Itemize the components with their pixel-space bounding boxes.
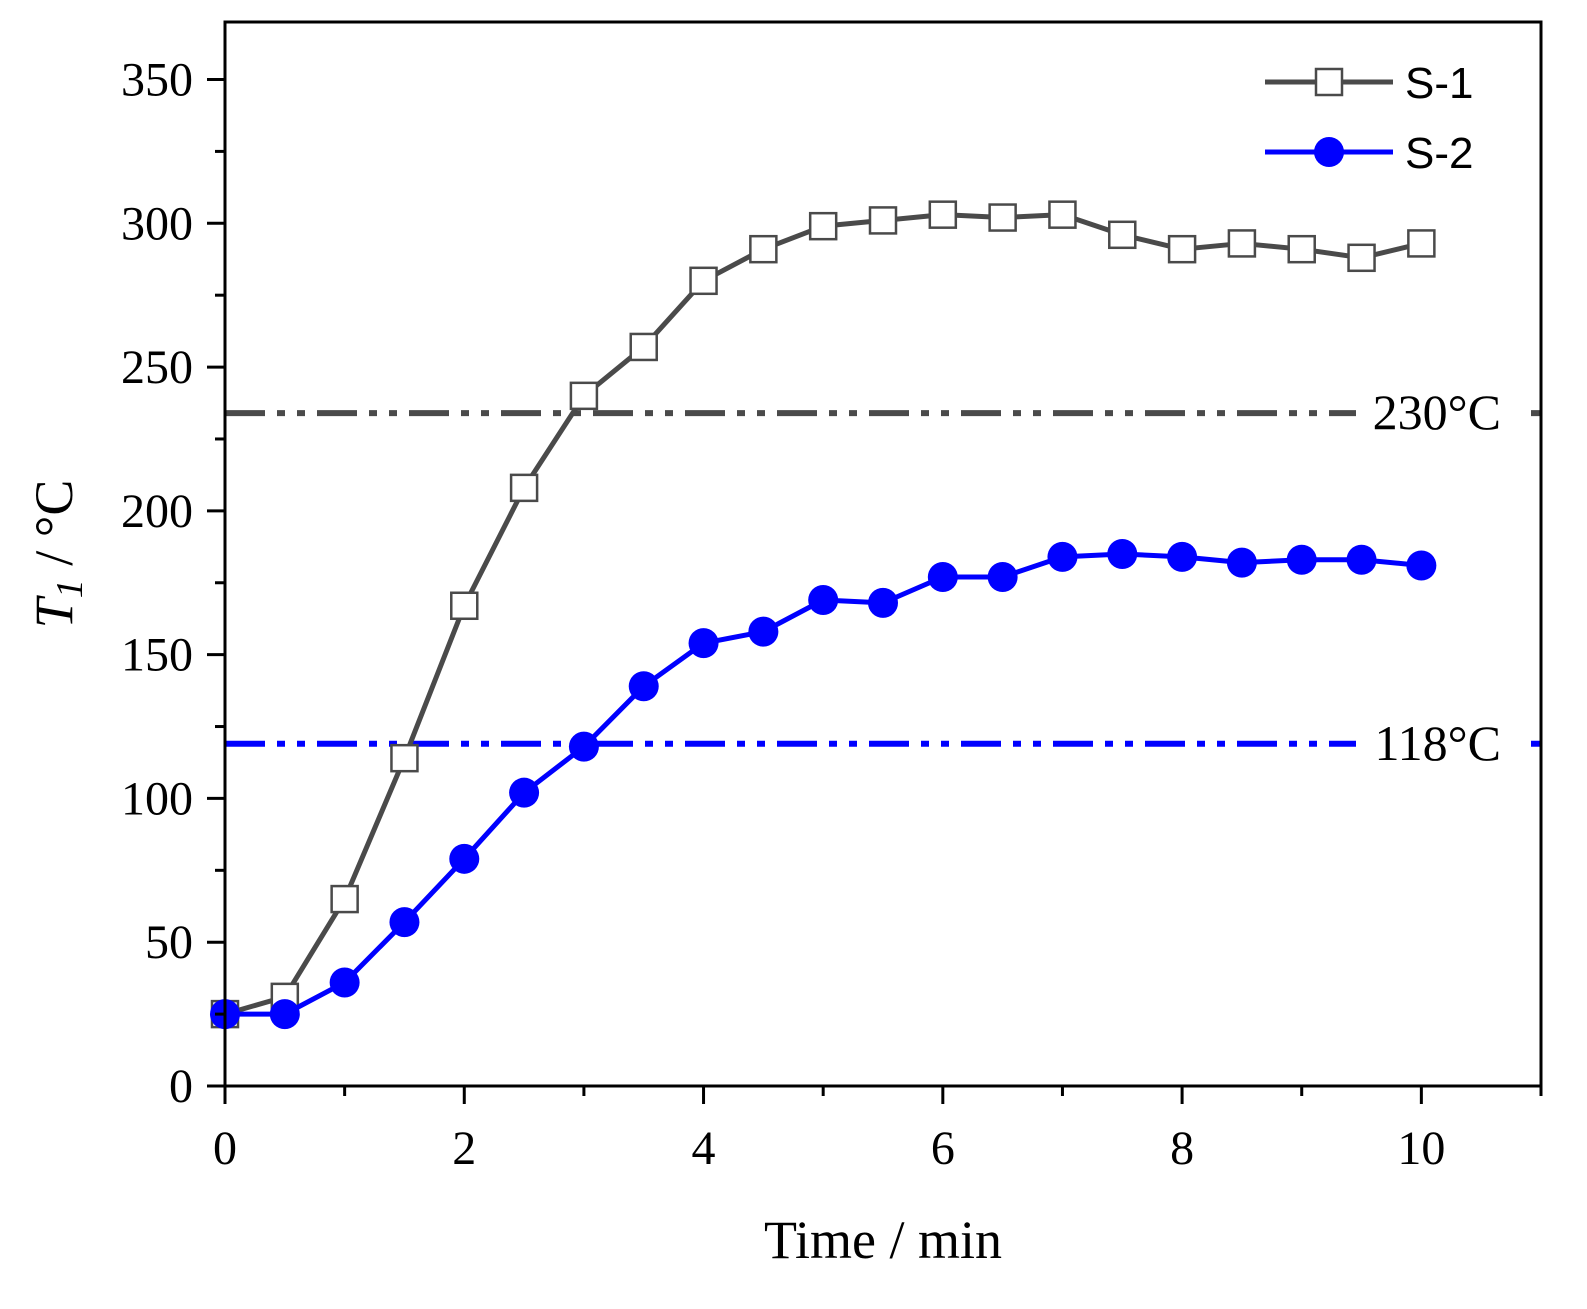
data-point — [689, 266, 718, 296]
data-point — [748, 616, 779, 647]
data-point — [389, 907, 420, 938]
data-point — [269, 999, 300, 1030]
legend-marker — [1314, 137, 1344, 167]
y-tick-label: 100 — [121, 772, 193, 825]
y-tick-label: 200 — [121, 485, 193, 538]
data-point — [927, 562, 958, 593]
data-point — [509, 777, 540, 808]
series-line — [225, 551, 1422, 1017]
data-point — [1048, 200, 1077, 229]
reference-lines: 230°C 118°C — [225, 379, 1541, 776]
data-point — [1286, 544, 1317, 575]
data-point — [749, 234, 778, 264]
data-point — [1047, 541, 1078, 572]
data-point — [1167, 541, 1198, 572]
y-tick-label: 250 — [121, 341, 193, 394]
reference-label-background — [1356, 709, 1531, 776]
y-tick-label: 50 — [145, 916, 193, 969]
data-point — [1226, 547, 1257, 578]
data-point — [1346, 544, 1377, 575]
y-tick-label: 350 — [121, 54, 193, 107]
data-point — [1407, 229, 1436, 258]
reference-label: 230°C — [1373, 384, 1501, 440]
legend-label: S-2 — [1405, 129, 1473, 178]
x-tick-label: 8 — [1170, 1122, 1194, 1175]
data-point — [329, 967, 360, 998]
data-point — [987, 562, 1018, 593]
x-tick-label: 4 — [692, 1122, 716, 1175]
data-point — [1287, 234, 1316, 264]
y-axis-subscript: 1 — [49, 579, 91, 598]
data-point — [450, 591, 479, 621]
legend-marker — [1314, 67, 1344, 97]
y-tick-label: 150 — [121, 629, 193, 682]
x-axis: 0 2 4 6 8 10 — [213, 1086, 1543, 1175]
legend-label: S-1 — [1405, 59, 1473, 108]
data-point — [808, 211, 838, 241]
data-point — [868, 206, 898, 235]
y-axis-title: T1 / °C — [24, 480, 91, 629]
data-point — [1167, 234, 1197, 264]
x-tick-label: 2 — [452, 1122, 476, 1175]
x-tick-label: 6 — [931, 1122, 955, 1175]
y-axis-symbol: T — [24, 594, 84, 628]
reference-label-background — [1356, 379, 1531, 446]
data-point — [628, 671, 659, 702]
data-point — [1108, 220, 1137, 250]
y-axis: 0 50 100 150 200 250 300 350 — [121, 54, 225, 1113]
data-point — [1227, 229, 1257, 258]
legend: S-1S-2 — [1265, 59, 1473, 178]
data-point — [1347, 243, 1376, 273]
data-point — [569, 381, 599, 411]
data-point — [330, 884, 359, 914]
y-axis-unit: / °C — [24, 480, 84, 580]
data-point — [868, 587, 898, 618]
x-tick-label: 0 — [213, 1122, 237, 1175]
data-point — [988, 203, 1017, 232]
data-point — [629, 332, 658, 362]
y-tick-label: 0 — [169, 1060, 193, 1113]
data-point — [1406, 550, 1437, 581]
data-point — [509, 473, 539, 503]
data-point — [928, 200, 958, 229]
y-tick-label: 300 — [121, 197, 193, 250]
data-series — [210, 200, 1437, 1030]
x-tick-label: 10 — [1397, 1122, 1445, 1175]
data-point — [568, 731, 599, 762]
data-point — [688, 628, 719, 659]
data-point — [1107, 539, 1138, 569]
x-axis-title: Time / min — [764, 1210, 1002, 1270]
data-point — [808, 585, 839, 616]
data-point — [390, 743, 419, 773]
plot-frame — [223, 20, 1543, 1088]
data-point — [449, 843, 480, 874]
reference-label: 118°C — [1375, 715, 1502, 771]
